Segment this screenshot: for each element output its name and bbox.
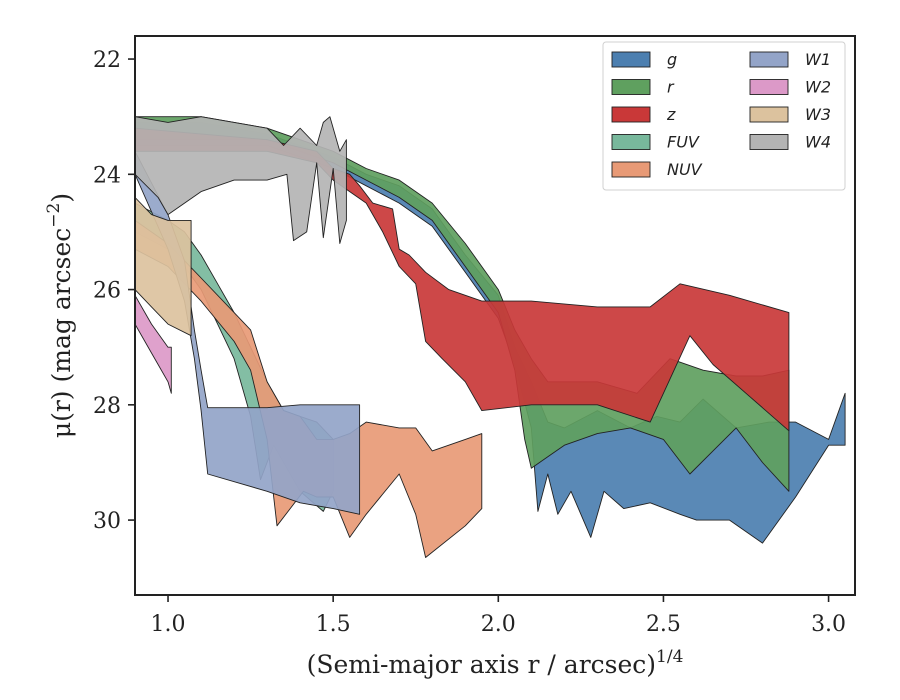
legend-swatch-w3 — [749, 106, 789, 123]
y-tick-label: 26 — [93, 279, 121, 304]
x-axis-label: (Semi-major axis r / arcsec)1/4 — [307, 647, 684, 679]
legend-label-w3: W3 — [805, 105, 831, 124]
legend-swatch-nuv — [611, 161, 651, 178]
x-tick-label: 2.0 — [481, 612, 516, 637]
legend-box — [602, 41, 846, 191]
legend-swatch-w4 — [749, 134, 789, 150]
legend-swatch-w2 — [749, 79, 789, 95]
y-tick-label: 28 — [93, 394, 121, 419]
area-z — [135, 127, 790, 432]
x-axis-ticks: 1.0 1.5 2.0 2.5 3.0 — [151, 595, 846, 637]
x-tick-label: 1.5 — [316, 612, 351, 637]
legend-swatch-g — [611, 51, 651, 68]
legend-swatch-w1 — [749, 51, 789, 68]
y-tick-label: 24 — [93, 163, 121, 188]
legend-swatch-z — [611, 106, 651, 123]
legend-label-z: z — [666, 105, 676, 124]
x-tick-label: 1.0 — [151, 612, 186, 637]
legend-label-r: r — [667, 78, 675, 97]
area-w2 — [135, 294, 172, 394]
y-tick-label: 30 — [93, 509, 121, 534]
y-axis-label: μ(r) (mag arcsec−2) — [44, 193, 76, 438]
area-w4 — [135, 116, 347, 244]
legend-label-w4: W4 — [805, 133, 831, 152]
legend-label-nuv: NUV — [667, 160, 703, 179]
area-w3 — [135, 196, 192, 337]
plot-areas — [135, 116, 846, 558]
legend-label-g: g — [667, 50, 677, 69]
legend: grz FUV NUV W1 W2 W3 W4 — [602, 41, 846, 191]
plot-frame — [134, 35, 856, 596]
legend-label-w1: W1 — [805, 50, 831, 69]
legend-swatch-r — [611, 79, 651, 95]
legend-label-w2: W2 — [805, 78, 831, 97]
x-tick-label: 3.0 — [811, 612, 846, 637]
legend-swatch-fuv — [611, 134, 651, 150]
legend-label-fuv: FUV — [667, 133, 700, 152]
x-tick-label: 2.5 — [646, 612, 681, 637]
y-axis-ticks: 22 24 26 28 30 — [93, 48, 135, 534]
y-tick-label: 22 — [93, 48, 121, 73]
